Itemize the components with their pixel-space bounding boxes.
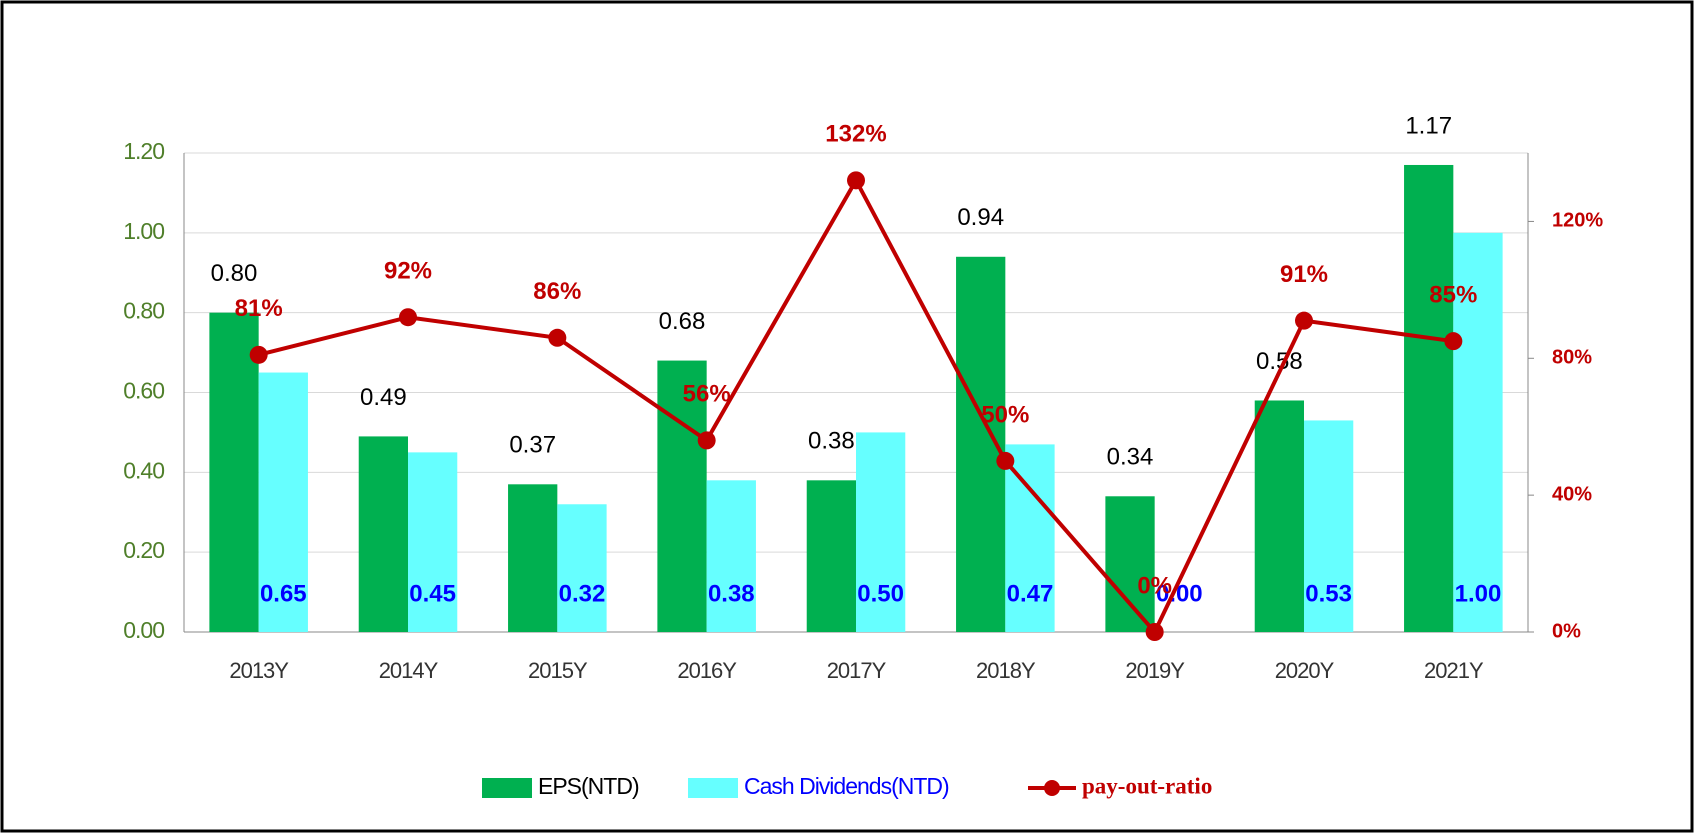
point <box>399 308 417 327</box>
y-tick-label: 0.00 <box>123 617 164 643</box>
point-label: 50% <box>981 401 1029 428</box>
point <box>697 431 716 450</box>
bar <box>1304 420 1354 632</box>
bar <box>1005 444 1055 632</box>
y-tick-label: 0.40 <box>123 457 164 483</box>
legend-label: EPS(NTD) <box>538 773 639 799</box>
point-label: 0% <box>1137 572 1172 599</box>
bar-label: 0.80 <box>211 260 258 287</box>
bar-label: 0.53 <box>1305 580 1352 607</box>
bar <box>408 452 458 632</box>
y-tick-label: 0.60 <box>123 378 164 404</box>
bar <box>1254 400 1304 632</box>
point <box>1444 332 1463 351</box>
x-tick-label: 2021Y <box>1424 658 1484 683</box>
bar-label: 0.47 <box>1007 580 1054 607</box>
legend-swatch <box>482 778 532 798</box>
bar <box>806 480 856 632</box>
point-label: 132% <box>825 121 886 148</box>
bar <box>258 372 308 632</box>
bar-label: 1.00 <box>1455 580 1502 607</box>
x-tick-label: 2015Y <box>528 658 588 683</box>
point-label: 86% <box>533 278 581 305</box>
bar-label: 0.94 <box>957 204 1004 231</box>
point-label: 56% <box>683 381 731 408</box>
bar <box>706 480 756 632</box>
point <box>548 328 567 347</box>
point-label: 85% <box>1429 282 1477 309</box>
bar-label: 0.49 <box>360 384 407 411</box>
x-tick-label: 2020Y <box>1275 658 1335 683</box>
bar <box>209 312 259 632</box>
bar <box>557 504 607 632</box>
legend-label: Cash Dividends(NTD) <box>744 773 949 799</box>
point-label: 92% <box>384 258 432 285</box>
bar-label: 0.37 <box>509 432 556 459</box>
point <box>1145 623 1164 641</box>
point <box>996 451 1015 470</box>
y2-tick-label: 0% <box>1552 620 1581 642</box>
y-tick-label: 0.20 <box>123 537 164 563</box>
bar-label: 0.68 <box>659 308 706 335</box>
x-tick-label: 2019Y <box>1125 658 1185 683</box>
x-tick-label: 2014Y <box>379 658 439 683</box>
bar-label: 0.45 <box>409 580 456 607</box>
x-tick-label: 2013Y <box>229 658 289 683</box>
y2-tick-label: 120% <box>1552 210 1603 232</box>
bar-label: 0.65 <box>260 580 307 607</box>
y2-tick-label: 40% <box>1552 483 1592 505</box>
bar-label: 0.38 <box>808 428 855 455</box>
bar <box>1105 496 1155 632</box>
legend-marker <box>1044 780 1060 796</box>
y-tick-label: 0.80 <box>123 298 164 324</box>
bar-label: 0.50 <box>857 580 904 607</box>
y2-tick-label: 80% <box>1552 347 1592 369</box>
bar-label: 0.34 <box>1107 444 1154 471</box>
x-tick-label: 2017Y <box>827 658 887 683</box>
bar-label: 1.17 <box>1405 112 1452 139</box>
point <box>847 171 865 190</box>
bar <box>657 360 707 632</box>
bar-label: 0.38 <box>708 580 755 607</box>
legend-label: pay-out-ratio <box>1082 773 1212 798</box>
point-label: 91% <box>1280 261 1328 288</box>
bar-label: 0.32 <box>559 580 606 607</box>
point <box>1295 311 1313 330</box>
bar <box>508 484 558 632</box>
y-tick-label: 1.00 <box>123 218 164 244</box>
point-label: 81% <box>235 295 283 322</box>
bar <box>856 432 906 632</box>
x-tick-label: 2016Y <box>677 658 737 683</box>
bar <box>1404 164 1454 632</box>
y-tick-label: 1.20 <box>123 138 164 164</box>
legend-swatch <box>688 778 738 798</box>
bar <box>358 436 408 632</box>
point <box>249 345 268 364</box>
x-tick-label: 2018Y <box>976 658 1036 683</box>
bar <box>1453 232 1503 633</box>
